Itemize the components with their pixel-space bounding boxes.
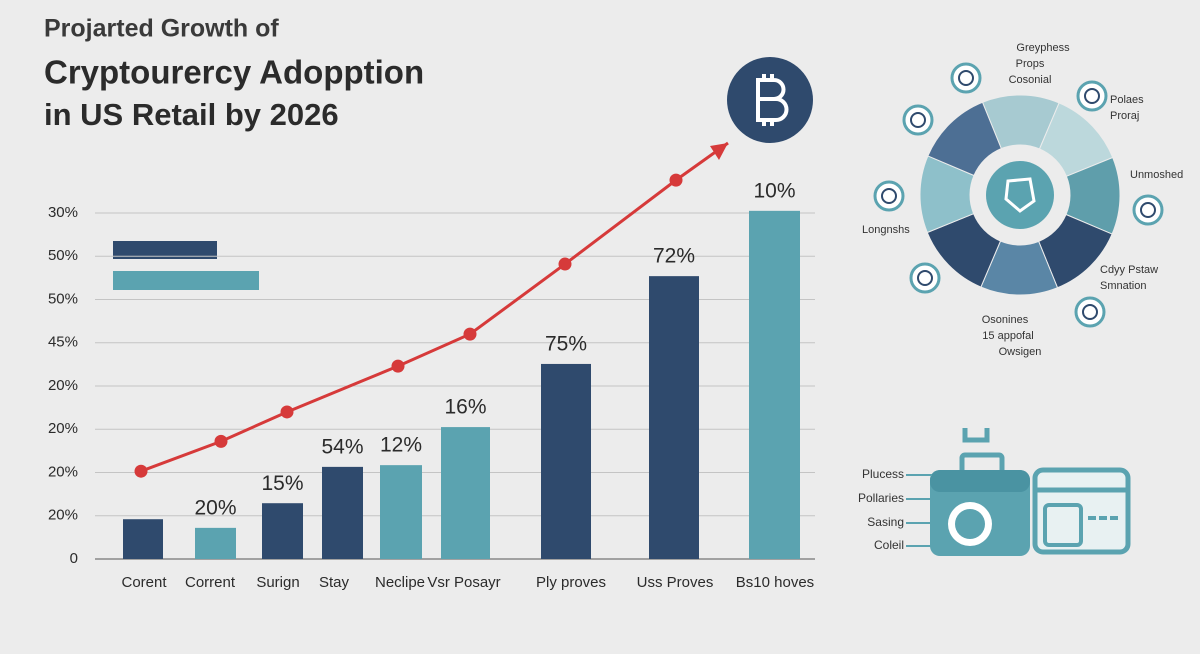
coin-inner: [910, 112, 926, 128]
coin-icon: [873, 180, 905, 212]
bar: [195, 527, 236, 559]
x-tick-label: Ply proves: [536, 574, 606, 591]
data-label: 75%: [545, 332, 587, 355]
center-icon: [1004, 177, 1036, 213]
x-tick-label: Bs10 hoves: [736, 574, 814, 591]
diagram-label: Polaes: [1110, 94, 1144, 106]
trend-point: [280, 405, 294, 419]
donut-segment: [1065, 156, 1121, 235]
y-tick-label: 20%: [48, 420, 78, 437]
coin-inner: [958, 70, 974, 86]
donut-diagram: Greyphess Props Cosonial Polaes Proraj Unmosh…: [862, 42, 1183, 358]
title-line: Projarted Growth of: [44, 15, 279, 43]
data-label: 15%: [261, 472, 303, 495]
legend-swatch: [113, 271, 259, 290]
donut-segment: [919, 155, 975, 234]
coin-icon: [909, 262, 941, 294]
x-tick-label: Neclipe: [375, 574, 425, 591]
wallet-icon: [906, 428, 1131, 556]
wallet-label: Plucess: [862, 467, 904, 481]
data-label: 10%: [753, 179, 795, 202]
x-tick-label: Surign: [256, 574, 299, 591]
trend-point: [558, 257, 572, 271]
title-line: Cryptourercy Adopption: [44, 54, 424, 91]
x-tick-label: Vsr Posayr: [427, 574, 500, 591]
diagram-label: Props: [1016, 58, 1045, 70]
diagram-label: Cdyy Pstaw: [1100, 264, 1158, 276]
y-tick-label: 30%: [48, 204, 78, 221]
data-label: 54%: [321, 435, 363, 458]
diagram-label: Unmoshed: [1130, 169, 1183, 181]
donut-segment: [981, 94, 1060, 150]
coin-icon: [902, 104, 934, 136]
coin-icon: [1076, 80, 1108, 112]
trend-point: [214, 434, 228, 448]
legend-swatch: [113, 241, 217, 259]
bar: [441, 427, 490, 559]
wallet-label: Sasing: [867, 515, 904, 529]
coin-inner: [1082, 304, 1098, 320]
wallet-label: Pollaries: [858, 491, 904, 505]
arrow-head: [710, 143, 728, 160]
data-label: 16%: [444, 396, 486, 419]
bar: [380, 465, 422, 559]
x-tick-label: Corent: [121, 574, 167, 591]
y-tick-label: 20%: [48, 377, 78, 394]
coin-inner: [917, 270, 933, 286]
diagram-label: Greyphess: [1016, 42, 1070, 54]
coin-icon: [1074, 296, 1106, 328]
title-line: in US Retail by 2026: [44, 97, 339, 132]
x-tick-label: Corrent: [185, 574, 236, 591]
donut-segment: [980, 240, 1059, 296]
coin-icon: [950, 62, 982, 94]
y-tick-label: 20%: [48, 507, 78, 524]
donut-segment: [926, 213, 1002, 288]
y-tick-label: 50%: [48, 247, 78, 264]
bar: [649, 276, 699, 559]
trend-point: [391, 359, 405, 373]
data-label: 12%: [380, 434, 422, 457]
wallet-label: Coleil: [874, 538, 904, 552]
y-tick-label: 0: [70, 550, 78, 567]
bitcoin-icon: [727, 57, 813, 143]
coin-inner: [1140, 202, 1156, 218]
diagram-label: Proraj: [1110, 110, 1139, 122]
coin-inner: [881, 188, 897, 204]
x-tick-label: Stay: [319, 574, 350, 591]
y-tick-label: 45%: [48, 334, 78, 351]
x-tick-label: Uss Proves: [637, 574, 714, 591]
bar: [749, 210, 800, 559]
data-label: 72%: [653, 245, 695, 268]
diagram-label: Owsigen: [999, 346, 1042, 358]
bar: [322, 466, 363, 559]
bar: [123, 519, 163, 559]
coin-icon: [1132, 194, 1164, 226]
data-label: 20%: [194, 496, 236, 519]
bar: [262, 503, 303, 559]
trend-line: [140, 141, 729, 473]
trend-point: [463, 327, 477, 341]
diagram-label: Longnshs: [862, 224, 910, 236]
donut-segment: [1038, 213, 1113, 289]
trend-point: [669, 173, 683, 187]
donut-segment: [1038, 102, 1114, 177]
diagram-label: Osonines: [982, 314, 1029, 326]
y-tick-label: 20%: [48, 463, 78, 480]
diagram-label: Smnation: [1100, 280, 1146, 292]
bar: [541, 363, 591, 559]
y-tick-label: 50%: [48, 290, 78, 307]
trend-point: [134, 464, 148, 478]
donut-center: [986, 161, 1054, 229]
coin-inner: [1084, 88, 1100, 104]
diagram-label: Cosonial: [1009, 74, 1052, 86]
donut-segment: [927, 101, 1002, 177]
diagram-label: 15 appofal: [982, 330, 1033, 342]
